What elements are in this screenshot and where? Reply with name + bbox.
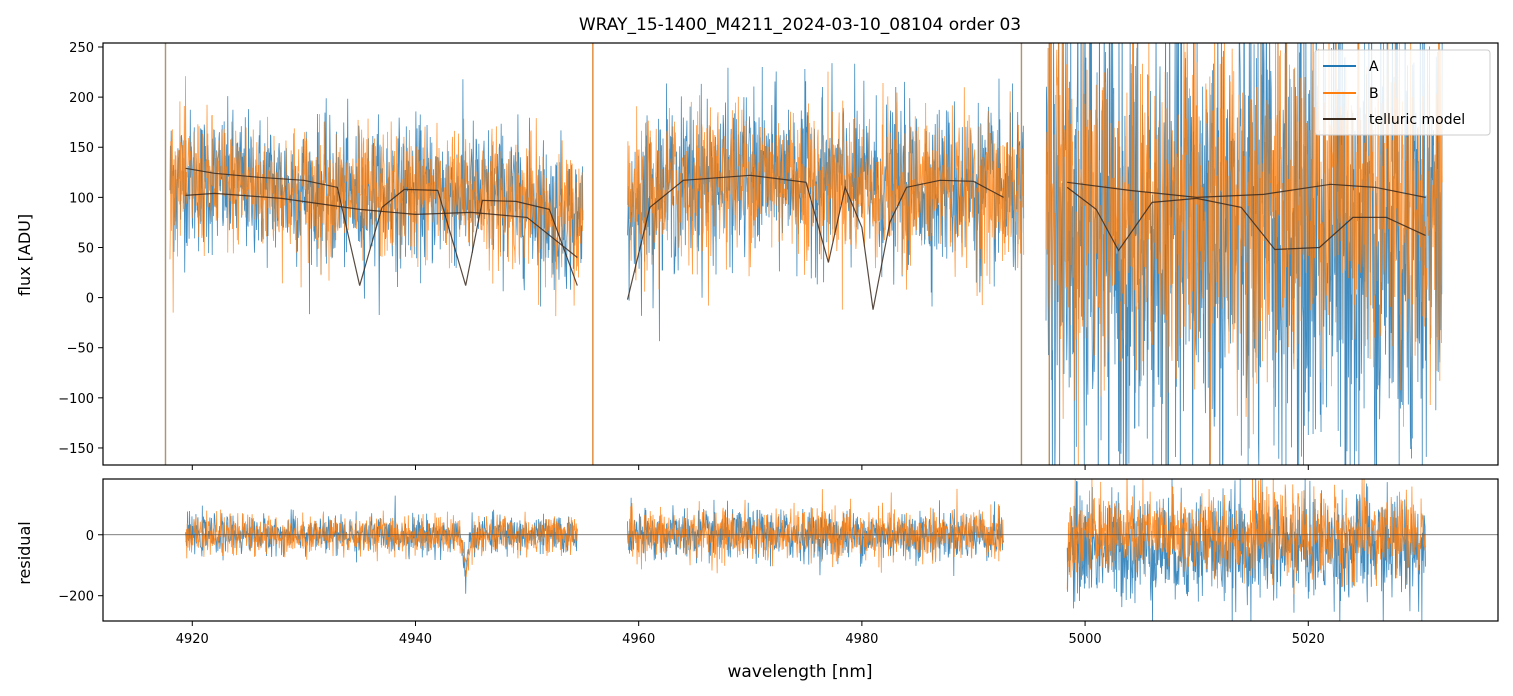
y-tick-label: 0 [86,529,94,544]
y-tick-label: 0 [86,292,94,307]
residual-series-b-segment-3 [1066,479,1426,595]
residual-x-ticks: 4920 4940 4960 4980 5000 5020 [176,621,1325,647]
telluric-model-segment-3-lower [1066,186,1426,252]
residual-y-ticks: −200 0 [58,529,103,605]
y-tick-label: 250 [69,41,94,56]
residual-plot-area [103,479,1498,621]
y-tick-label: −150 [58,442,94,457]
flux-series-b-segment-1 [169,76,584,317]
telluric-model-segment-2 [626,174,1004,310]
x-tick-label: 4980 [845,632,878,647]
flux-series-b-segment-2 [627,71,1025,310]
flux-series-b-segment-3 [1045,43,1443,465]
legend-label-a: A [1369,59,1379,75]
flux-panel-frame [102,42,1499,466]
flux-panel: −150 −100 −50 0 50 100 150 200 250 flux [ADU] A … [15,41,1499,470]
flux-plot-area [164,43,1443,465]
y-tick-label: 200 [69,91,94,106]
telluric-model-segment-1-lower [185,192,578,258]
legend-label-b: B [1369,86,1379,102]
telluric-model-segment-3-upper [1067,181,1426,198]
chart-title: WRAY_15-1400_M4211_2024-03-10_08104 orde… [579,15,1021,35]
residual-series-b-segment-2 [627,488,1004,574]
flux-y-axis-label: flux [ADU] [15,214,34,296]
x-tick-label: 4960 [622,632,655,647]
legend-label-telluric-model: telluric model [1369,112,1465,128]
residual-series-b-segment-1 [185,509,578,577]
flux-y-ticks: −150 −100 −50 0 50 100 150 200 250 [58,41,103,457]
legend: A B telluric model [1314,49,1491,136]
y-tick-label: −50 [67,342,94,357]
x-tick-label: 4940 [399,632,432,647]
y-tick-label: −200 [58,590,94,605]
flux-x-ticks [191,465,1309,470]
x-tick-label: 5000 [1069,632,1102,647]
residual-y-axis-label: residual [15,521,34,584]
y-tick-label: −100 [58,392,94,407]
x-tick-label: 5020 [1292,632,1325,647]
x-tick-label: 4920 [176,632,209,647]
y-tick-label: 150 [69,141,94,156]
y-tick-label: 50 [77,241,94,256]
x-axis-label: wavelength [nm] [727,662,872,682]
y-tick-label: 100 [69,191,94,206]
legend-box [1314,49,1491,136]
residual-panel-frame [102,478,1499,622]
telluric-model-segment-1-upper [185,167,578,286]
